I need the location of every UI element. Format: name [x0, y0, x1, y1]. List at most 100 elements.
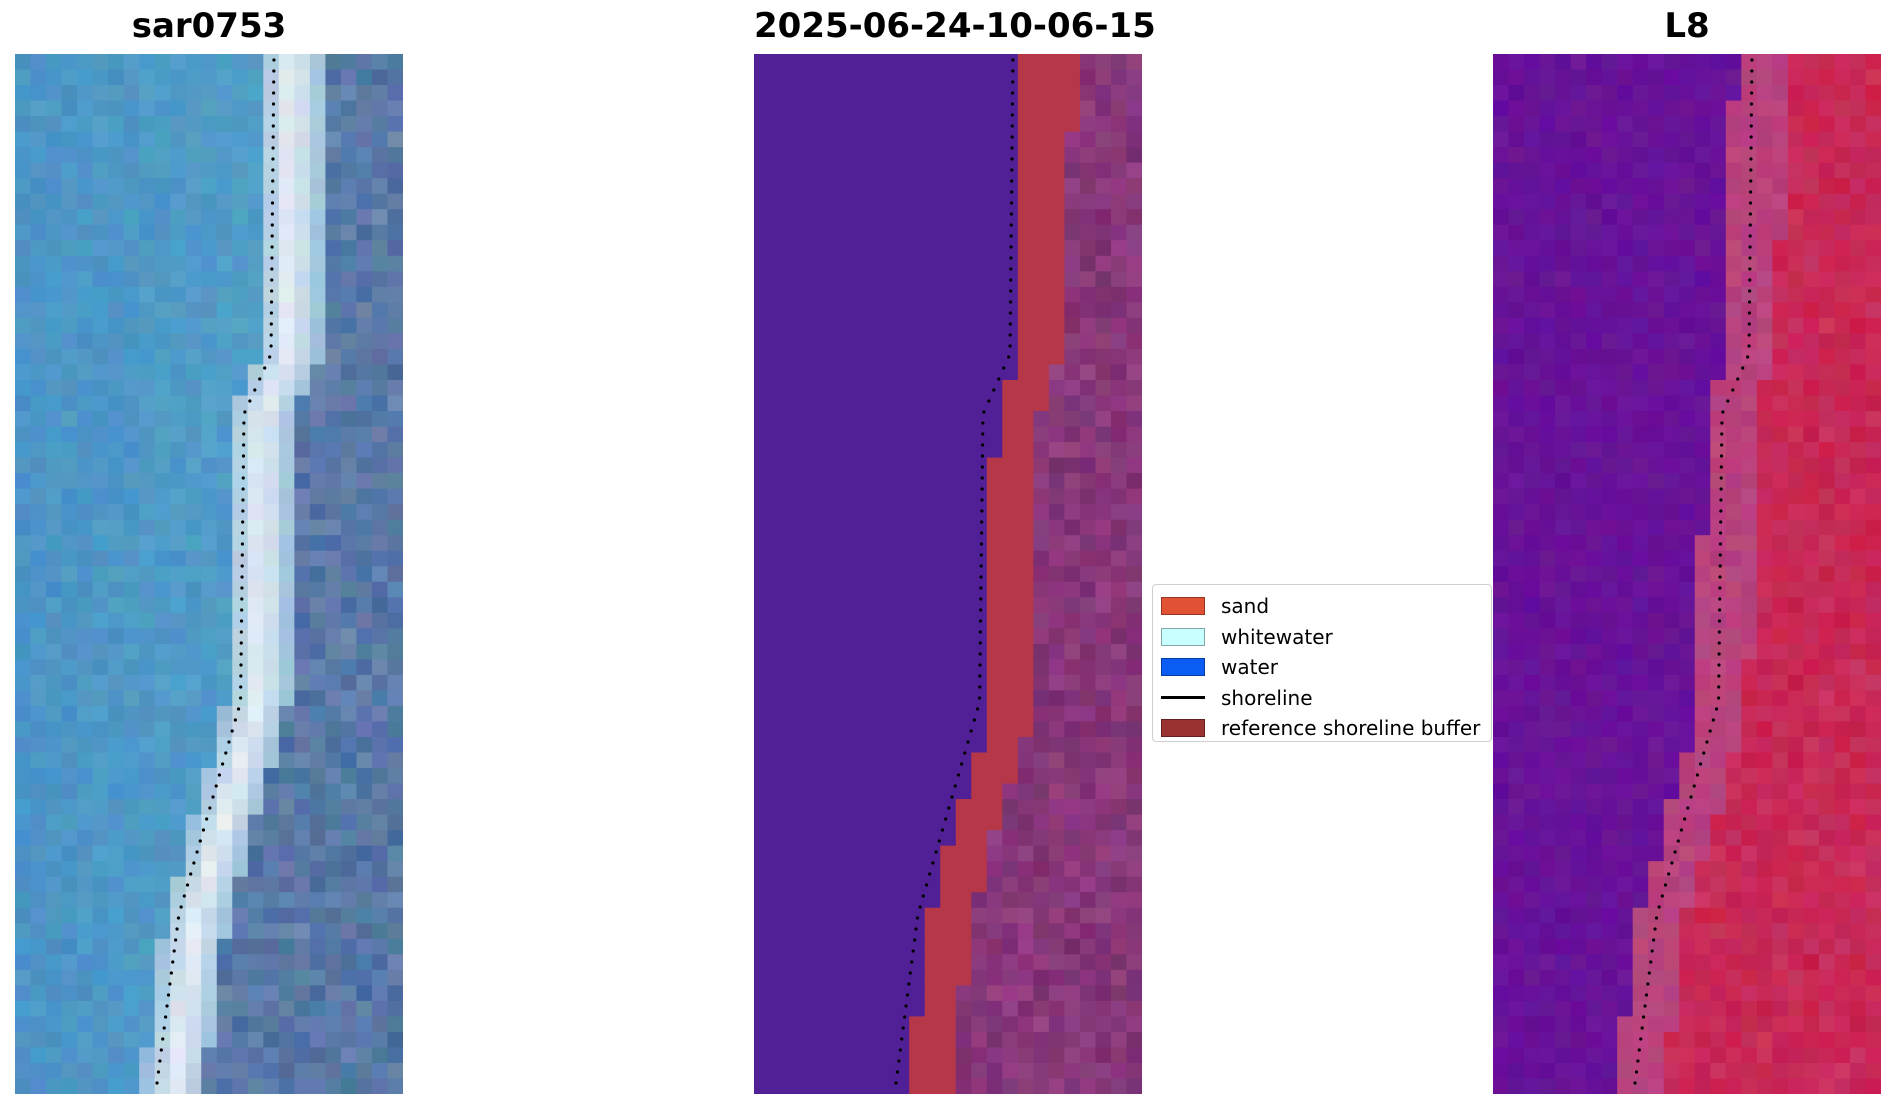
falsecolor-pixel — [1539, 100, 1556, 117]
class-pixel — [1033, 892, 1050, 909]
falsecolor-pixel — [1710, 488, 1727, 505]
class-pixel — [1033, 100, 1050, 117]
falsecolor-pixel — [1632, 861, 1649, 878]
class-pixel — [1079, 364, 1097, 381]
falsecolor-pixel — [1710, 426, 1727, 443]
raster-pixel — [108, 969, 125, 986]
raster-pixel — [30, 426, 47, 443]
falsecolor-pixel — [1834, 1047, 1851, 1064]
falsecolor-pixel — [1493, 131, 1510, 148]
class-pixel — [1064, 643, 1081, 660]
raster-pixel — [278, 131, 295, 148]
raster-pixel — [216, 736, 233, 754]
raster-pixel — [294, 54, 311, 71]
class-pixel — [785, 473, 802, 490]
raster-pixel — [123, 54, 140, 71]
falsecolor-pixel — [1772, 178, 1789, 195]
falsecolor-pixel — [1818, 768, 1836, 785]
raster-pixel — [247, 535, 264, 552]
raster-pixel — [170, 550, 187, 567]
class-pixel — [785, 162, 802, 179]
falsecolor-pixel — [1601, 752, 1618, 769]
raster-pixel — [216, 116, 233, 133]
falsecolor-pixel — [1865, 411, 1881, 428]
raster-pixel — [185, 674, 202, 692]
falsecolor-pixel — [1508, 830, 1525, 847]
class-pixel — [893, 923, 910, 940]
falsecolor-pixel — [1849, 364, 1867, 381]
falsecolor-pixel — [1663, 364, 1680, 381]
class-pixel — [1002, 317, 1019, 334]
falsecolor-pixel — [1524, 1000, 1541, 1017]
falsecolor-pixel — [1632, 1016, 1649, 1033]
class-pixel — [971, 938, 988, 955]
class-pixel — [971, 892, 988, 909]
raster-pixel — [154, 255, 171, 272]
falsecolor-pixel — [1787, 473, 1804, 490]
class-pixel — [1002, 1047, 1019, 1064]
falsecolor-pixel — [1586, 317, 1603, 334]
raster-pixel — [340, 628, 358, 645]
falsecolor-pixel — [1756, 612, 1773, 629]
raster-pixel — [340, 721, 358, 738]
raster-pixel — [371, 566, 389, 583]
class-pixel — [1048, 193, 1065, 210]
falsecolor-pixel — [1818, 612, 1836, 629]
raster-pixel — [92, 302, 109, 319]
raster-pixel — [232, 799, 249, 816]
raster-pixel — [216, 969, 233, 986]
class-pixel — [971, 550, 988, 567]
falsecolor-pixel — [1524, 426, 1541, 443]
class-pixel — [971, 519, 988, 536]
falsecolor-pixel — [1632, 907, 1649, 924]
raster-pixel — [170, 100, 187, 117]
falsecolor-pixel — [1539, 54, 1556, 71]
class-pixel — [955, 1047, 972, 1064]
falsecolor-pixel — [1741, 954, 1758, 971]
raster-pixel — [263, 255, 280, 272]
class-pixel — [1033, 116, 1050, 133]
class-pixel — [924, 162, 941, 179]
raster-pixel — [371, 348, 389, 366]
falsecolor-pixel — [1601, 426, 1618, 443]
falsecolor-pixel — [1834, 488, 1851, 505]
raster-pixel — [340, 364, 358, 381]
raster-pixel — [30, 1062, 47, 1080]
raster-pixel — [185, 209, 202, 226]
class-pixel — [1017, 597, 1034, 614]
falsecolor-pixel — [1555, 100, 1572, 117]
raster-pixel — [216, 54, 233, 71]
falsecolor-pixel — [1741, 1016, 1758, 1033]
raster-pixel — [356, 442, 373, 459]
class-pixel — [893, 1016, 910, 1033]
class-pixel — [816, 830, 833, 847]
falsecolor-pixel — [1663, 54, 1680, 71]
raster-pixel — [15, 162, 32, 179]
raster-pixel — [216, 69, 233, 86]
raster-pixel — [356, 674, 373, 692]
raster-pixel — [139, 643, 156, 660]
falsecolor-pixel — [1617, 519, 1634, 536]
raster-pixel — [92, 457, 109, 474]
falsecolor-pixel — [1803, 519, 1820, 536]
falsecolor-pixel — [1648, 395, 1665, 412]
raster-pixel — [294, 1016, 311, 1033]
falsecolor-pixel — [1787, 814, 1804, 831]
class-pixel — [893, 799, 910, 816]
raster-pixel — [325, 892, 342, 909]
raster-pixel — [387, 799, 403, 816]
class-pixel — [971, 379, 988, 397]
falsecolor-pixel — [1787, 162, 1804, 179]
falsecolor-pixel — [1601, 1016, 1618, 1033]
class-pixel — [1110, 566, 1128, 583]
class-pixel — [831, 286, 848, 303]
falsecolor-pixel — [1834, 768, 1851, 785]
class-pixel — [1002, 488, 1019, 505]
falsecolor-pixel — [1648, 845, 1665, 862]
raster-pixel — [92, 597, 109, 614]
raster-pixel — [108, 302, 125, 319]
class-pixel — [1017, 1031, 1034, 1049]
class-pixel — [816, 147, 833, 164]
raster-pixel — [309, 643, 326, 660]
falsecolor-pixel — [1725, 814, 1742, 831]
